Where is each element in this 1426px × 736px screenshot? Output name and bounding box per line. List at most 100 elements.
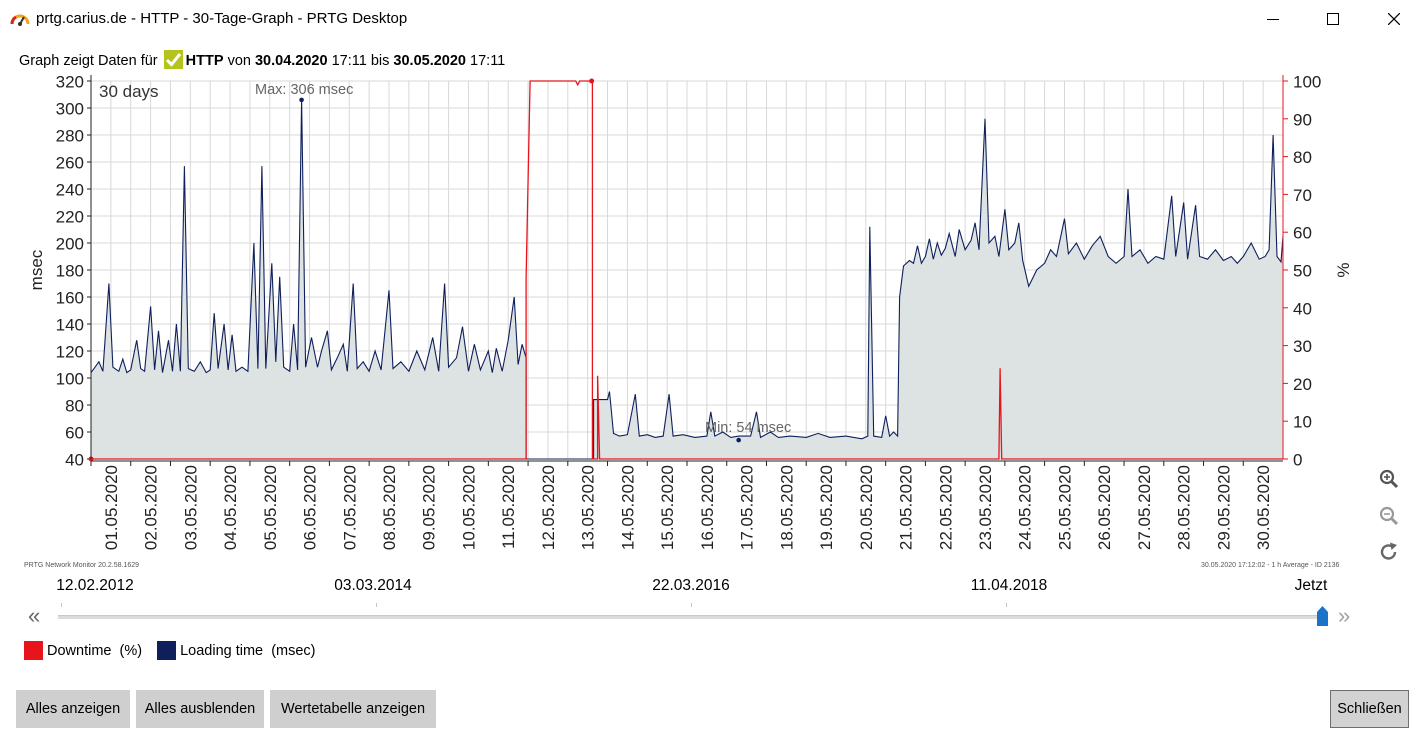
- y-axis-title-left: msec: [27, 249, 46, 290]
- minimize-icon: [1267, 19, 1279, 20]
- to-date: 30.05.2020: [393, 53, 466, 69]
- title-bar: prtg.carius.de - HTTP - 30-Tage-Graph - …: [0, 0, 1426, 38]
- loading-time-area: [91, 99, 1283, 460]
- zoom-out-icon[interactable]: [1378, 505, 1400, 527]
- to-word: bis: [370, 53, 390, 69]
- timeline-slider-track[interactable]: [58, 615, 1328, 619]
- legend-swatch-loading-time[interactable]: [157, 641, 177, 660]
- close-icon: [1388, 13, 1400, 25]
- timeline-tick: [691, 603, 692, 607]
- x-tick-label: 10.05.2020: [459, 465, 478, 550]
- graph-chart[interactable]: 4060801001201401601802002202402602803003…: [0, 66, 1426, 566]
- period-label: 30 days: [99, 82, 159, 101]
- from-time: 17:11: [331, 53, 367, 69]
- legend-label-loading-time[interactable]: Loading time (msec): [180, 642, 316, 659]
- graph-id-note: 30.05.2020 17:12:02 - 1 h Average - ID 2…: [1201, 562, 1340, 569]
- y-tick-label-left: 40: [65, 451, 84, 470]
- window-title: prtg.carius.de - HTTP - 30-Tage-Graph - …: [36, 10, 408, 27]
- x-tick-label: 03.05.2020: [181, 465, 200, 550]
- y-tick-label-left: 80: [65, 397, 84, 416]
- y-tick-label-right: 0: [1293, 451, 1302, 470]
- x-tick-label: 12.05.2020: [539, 465, 558, 550]
- minimize-button[interactable]: [1250, 4, 1296, 34]
- y-tick-label-left: 300: [56, 100, 84, 119]
- graph-info-prefix: Graph zeigt Daten für: [19, 53, 158, 69]
- x-tick-label: 05.05.2020: [261, 465, 280, 550]
- y-axis-title-right: %: [1334, 262, 1353, 277]
- y-tick-label-left: 140: [56, 316, 84, 335]
- y-tick-label-left: 120: [56, 343, 84, 362]
- x-tick-label: 19.05.2020: [817, 465, 836, 550]
- graph-info-line: Graph zeigt Daten für HTTP von 30.04.202…: [19, 50, 505, 69]
- y-tick-label-left: 180: [56, 262, 84, 281]
- y-tick-label-right: 50: [1293, 262, 1312, 281]
- x-tick-label: 30.05.2020: [1254, 465, 1273, 550]
- y-tick-label-right: 70: [1293, 186, 1312, 205]
- timeline-label: 03.03.2014: [334, 577, 412, 594]
- timeline-label: 11.04.2018: [970, 577, 1048, 594]
- timeline-tick: [376, 603, 377, 607]
- from-date: 30.04.2020: [254, 53, 328, 69]
- x-tick-label: 16.05.2020: [698, 465, 717, 550]
- min-annotation: Min: 54 msec: [705, 420, 791, 436]
- max-marker: [299, 97, 304, 103]
- legend-label-downtime[interactable]: Downtime (%): [47, 642, 143, 659]
- x-tick-label: 07.05.2020: [340, 465, 359, 550]
- y-tick-label-right: 10: [1293, 413, 1312, 432]
- max-annotation: Max: 306 msec: [255, 82, 353, 98]
- maximize-button[interactable]: [1310, 4, 1356, 34]
- y-tick-label-left: 160: [56, 289, 84, 308]
- x-tick-label: 20.05.2020: [857, 465, 876, 550]
- prtg-version-note: PRTG Network Monitor 20.2.58.1629: [24, 562, 140, 569]
- downtime-line: [91, 80, 1283, 460]
- legend-swatch-downtime[interactable]: [24, 641, 43, 660]
- x-tick-label: 27.05.2020: [1135, 465, 1154, 550]
- x-tick-label: 15.05.2020: [658, 465, 677, 550]
- y-tick-label-left: 260: [56, 154, 84, 173]
- sensor-name: HTTP: [185, 53, 224, 69]
- x-tick-label: 14.05.2020: [618, 465, 637, 550]
- y-tick-label-left: 320: [56, 73, 84, 92]
- x-tick-label: 29.05.2020: [1214, 465, 1233, 550]
- y-tick-label-right: 30: [1293, 337, 1312, 356]
- y-tick-label-left: 280: [56, 127, 84, 146]
- from-word: von: [227, 53, 251, 69]
- x-tick-label: 13.05.2020: [579, 465, 598, 550]
- fast-forward-icon[interactable]: »: [1338, 603, 1351, 628]
- x-tick-label: 28.05.2020: [1175, 465, 1194, 550]
- y-tick-label-right: 60: [1293, 224, 1312, 243]
- y-tick-label-right: 100: [1293, 73, 1321, 92]
- y-tick-label-left: 100: [56, 370, 84, 389]
- x-tick-label: 01.05.2020: [102, 465, 121, 550]
- hide-all-button[interactable]: Alles ausblenden: [136, 690, 264, 728]
- reset-icon[interactable]: [1378, 541, 1400, 563]
- y-tick-label-right: 40: [1293, 299, 1312, 318]
- zoom-in-icon[interactable]: [1378, 468, 1400, 490]
- show-all-button[interactable]: Alles anzeigen: [16, 690, 130, 728]
- x-tick-label: 02.05.2020: [142, 465, 161, 550]
- x-tick-label: 04.05.2020: [221, 465, 240, 550]
- x-tick-label: 24.05.2020: [1016, 465, 1035, 550]
- x-tick-label: 25.05.2020: [1055, 465, 1074, 550]
- timeline-label: 22.03.2016: [652, 577, 730, 594]
- timeline-tick: [1006, 603, 1007, 607]
- rewind-icon[interactable]: «: [28, 603, 41, 628]
- y-tick-label-left: 240: [56, 181, 84, 200]
- x-tick-label: 21.05.2020: [897, 465, 916, 550]
- value-table-button[interactable]: Wertetabelle anzeigen: [270, 690, 436, 728]
- gauge-app-icon: [10, 14, 30, 26]
- chart-legend: Downtime (%) Loading time (msec): [24, 641, 331, 660]
- close-button[interactable]: Schließen: [1330, 690, 1409, 728]
- maximize-icon: [1327, 13, 1339, 25]
- x-tick-label: 23.05.2020: [976, 465, 995, 550]
- x-tick-label: 06.05.2020: [301, 465, 320, 550]
- loading-time-line: [90, 99, 1284, 460]
- timeline-slider-handle[interactable]: [1317, 606, 1328, 626]
- timeline-label: 12.02.2012: [56, 577, 134, 594]
- y-tick-label-left: 200: [56, 235, 84, 254]
- close-window-button[interactable]: [1371, 4, 1417, 34]
- x-tick-label: 17.05.2020: [738, 465, 757, 550]
- x-tick-label: 11.05.2020: [499, 465, 518, 549]
- x-tick-label: 08.05.2020: [380, 465, 399, 550]
- y-tick-label-left: 60: [65, 424, 84, 443]
